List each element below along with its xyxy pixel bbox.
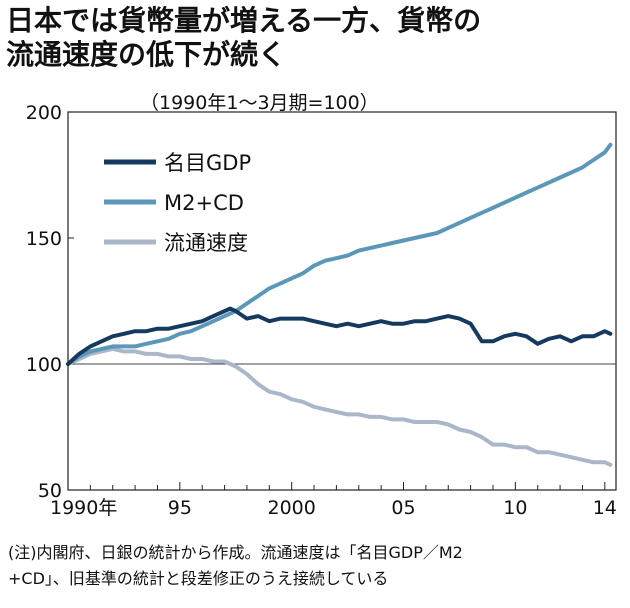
chart-subtitle: （1990年1～3月期=100） [140,92,379,114]
x-tick-label: 05 [391,497,415,519]
x-tick-label: 1990年 [50,497,117,519]
x-tick-label: 95 [168,497,192,519]
chart-title: 日本では貨幣量が増える一方、貨幣の 流通速度の低下が続く [6,4,482,71]
x-tick-label: 14 [593,497,617,519]
x-tick-label: 10 [503,497,527,519]
series-line-velocity [66,346,613,467]
legend-label-gdp: 名目GDP [164,151,251,175]
y-tick-label: 150 [26,228,62,250]
y-tick-label: 200 [26,102,62,124]
y-tick-label: 100 [26,354,62,376]
y-tick-label: 50 [38,480,62,502]
legend-label-m2cd: M2+CD [164,191,244,215]
legend: 名目GDP M2+CD 流通速度 [104,151,251,255]
legend-label-velocity: 流通速度 [164,231,248,255]
series-line-gdp [66,306,613,366]
series-line-m2cd [66,142,613,366]
source-note: (注)内閣府、日銀の統計から作成。流通速度は「名目GDP／M2 +CD」、旧基準… [8,543,463,588]
series-lines [66,142,613,467]
plot-frame [67,111,617,491]
x-tick-label: 2000 [267,497,315,519]
